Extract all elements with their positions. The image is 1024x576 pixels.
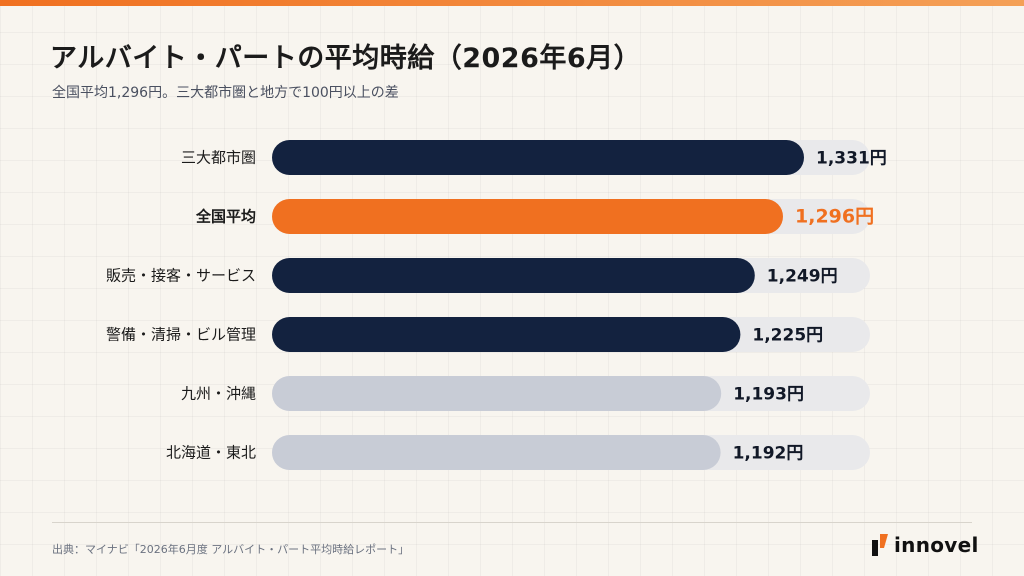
- brand-logo: innovel: [872, 532, 979, 558]
- category-label: 北海道・東北: [166, 444, 256, 462]
- bar: [272, 258, 755, 293]
- category-label: 三大都市圏: [181, 149, 256, 167]
- value-label: 1,192円: [733, 444, 804, 464]
- bar: [272, 435, 721, 470]
- footer-divider: [52, 522, 972, 523]
- bar: [272, 317, 741, 352]
- bar: [272, 376, 722, 411]
- category-label: 九州・沖縄: [181, 385, 256, 403]
- value-label: 1,249円: [767, 267, 838, 287]
- category-label: 全国平均: [195, 208, 256, 226]
- category-label: 警備・清掃・ビル管理: [106, 326, 256, 344]
- category-label: 販売・接客・サービス: [106, 267, 256, 285]
- value-label: 1,331円: [816, 149, 887, 169]
- value-label: 1,225円: [752, 326, 823, 346]
- chart-subtitle: 全国平均1,296円。三大都市圏と地方で100円以上の差: [52, 85, 399, 101]
- value-label: 1,193円: [733, 385, 804, 405]
- top-accent-bar: [0, 0, 1024, 6]
- bar: [272, 199, 783, 234]
- innovel-logo-icon: [872, 534, 888, 556]
- bar: [272, 140, 804, 175]
- value-label: 1,296円: [795, 206, 874, 228]
- brand-name: innovel: [894, 533, 979, 557]
- chart-title: アルバイト・パートの平均時給（2026年6月）: [50, 43, 642, 74]
- source-note: 出典：マイナビ「2026年6月度 アルバイト・パート平均時給レポート」: [52, 543, 410, 556]
